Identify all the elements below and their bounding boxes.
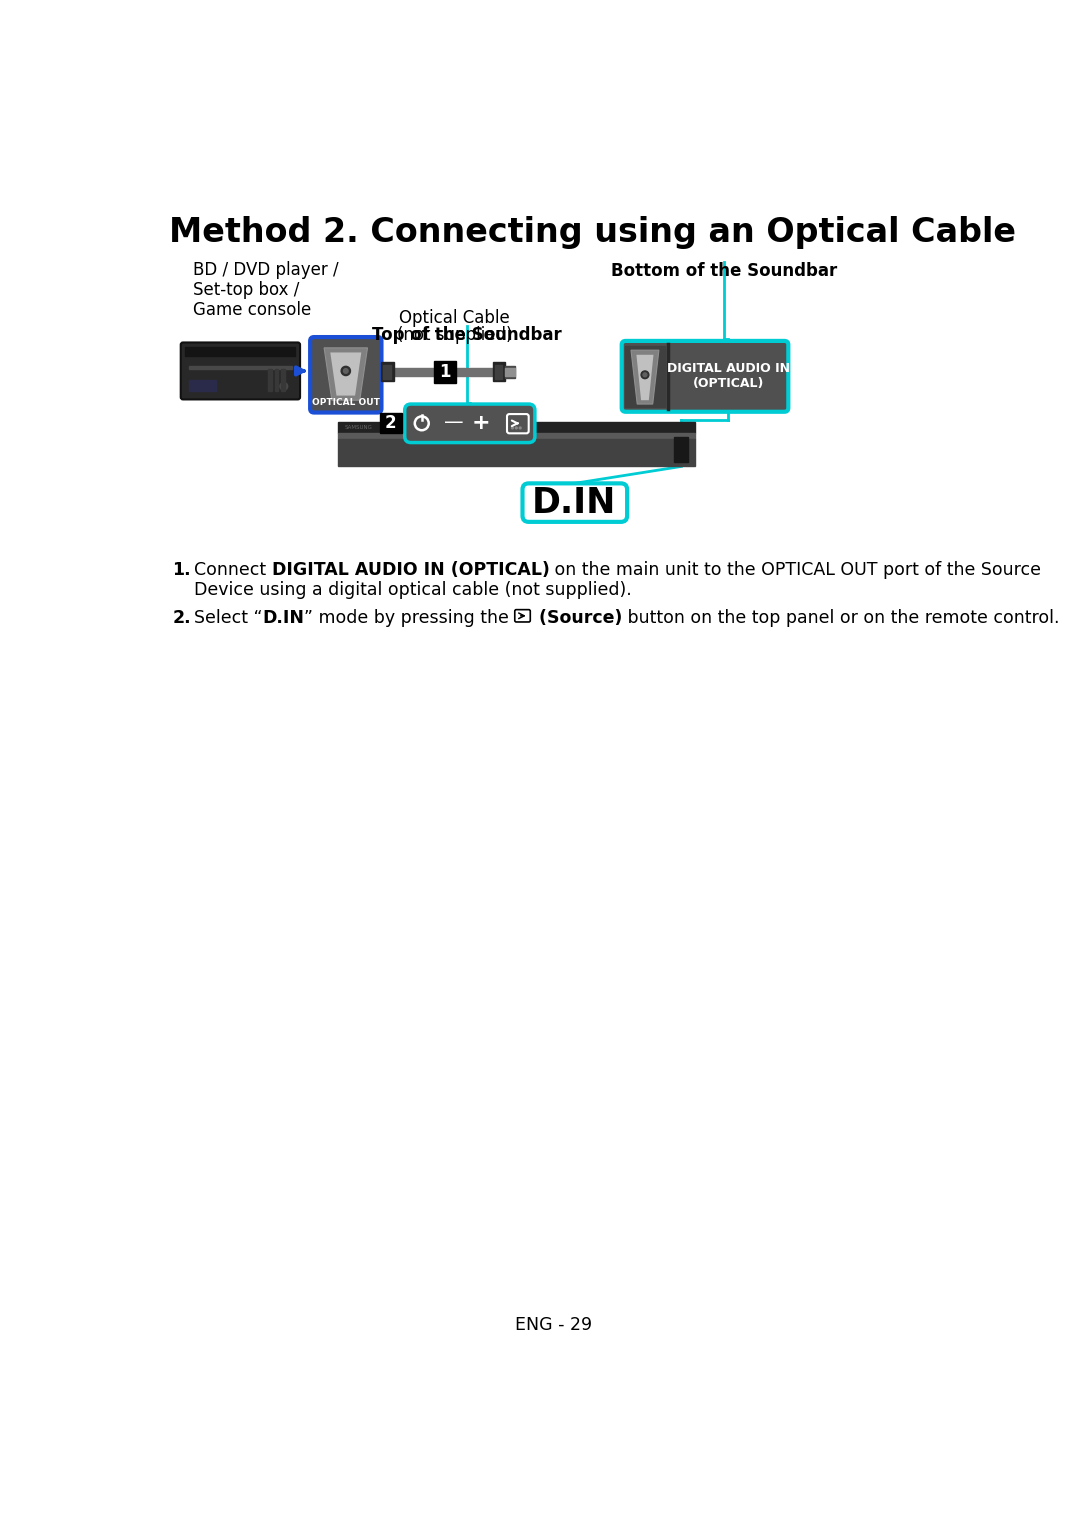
Text: —: — — [444, 414, 463, 432]
Text: Top of the Soundbar: Top of the Soundbar — [372, 325, 562, 343]
Text: (not supplied): (not supplied) — [396, 325, 512, 343]
Polygon shape — [636, 355, 653, 400]
Text: Device using a digital optical cable (not supplied).: Device using a digital optical cable (no… — [194, 581, 632, 599]
Text: Bottom of the Soundbar: Bottom of the Soundbar — [611, 262, 837, 280]
Text: on the main unit to the OPTICAL OUT port of the Source: on the main unit to the OPTICAL OUT port… — [550, 561, 1041, 579]
Text: 2.: 2. — [172, 608, 191, 627]
FancyBboxPatch shape — [180, 343, 300, 400]
Bar — [281, 369, 284, 391]
Text: DIGITAL AUDIO IN
(OPTICAL): DIGITAL AUDIO IN (OPTICAL) — [667, 363, 791, 391]
FancyBboxPatch shape — [310, 337, 381, 412]
Bar — [186, 348, 296, 355]
Text: D.IN: D.IN — [262, 608, 305, 627]
Text: DIGITAL AUDIO IN (OPTICAL): DIGITAL AUDIO IN (OPTICAL) — [271, 561, 550, 579]
Text: Select “: Select “ — [194, 608, 262, 627]
Circle shape — [515, 427, 517, 429]
Circle shape — [343, 369, 348, 374]
Bar — [380, 414, 402, 434]
Circle shape — [512, 427, 513, 429]
Circle shape — [341, 366, 350, 375]
Bar — [495, 365, 502, 378]
Text: button on the top panel or on the remote control.: button on the top panel or on the remote… — [622, 608, 1059, 627]
Bar — [338, 438, 694, 466]
Bar — [383, 365, 391, 378]
Bar — [274, 369, 279, 391]
Text: Optical Cable: Optical Cable — [399, 308, 510, 326]
FancyBboxPatch shape — [622, 342, 788, 412]
Text: ENG - 29: ENG - 29 — [515, 1316, 592, 1334]
Bar — [434, 362, 456, 383]
Bar — [505, 366, 515, 378]
Polygon shape — [330, 352, 362, 395]
Bar — [456, 368, 494, 375]
Bar — [625, 346, 665, 408]
Bar — [494, 363, 505, 381]
Text: Game console: Game console — [193, 300, 311, 319]
Bar — [505, 368, 515, 375]
Text: ” mode by pressing the: ” mode by pressing the — [305, 608, 515, 627]
Circle shape — [642, 371, 649, 378]
Text: Set-top box /: Set-top box / — [193, 280, 299, 299]
Bar — [189, 380, 216, 391]
Text: (Source): (Source) — [532, 608, 622, 627]
Bar — [189, 366, 292, 369]
Bar — [268, 369, 272, 391]
FancyBboxPatch shape — [405, 404, 535, 443]
Text: 1.: 1. — [172, 561, 191, 579]
Bar — [394, 368, 434, 375]
Polygon shape — [631, 351, 659, 404]
Text: Method 2. Connecting using an Optical Cable: Method 2. Connecting using an Optical Ca… — [170, 216, 1016, 250]
Circle shape — [643, 372, 647, 377]
Bar — [381, 363, 394, 381]
Text: SAMSUNG: SAMSUNG — [345, 424, 373, 429]
Bar — [338, 421, 694, 432]
Text: D.IN: D.IN — [532, 486, 617, 519]
Text: 2: 2 — [384, 414, 396, 432]
Text: Connect: Connect — [194, 561, 271, 579]
FancyBboxPatch shape — [523, 484, 627, 522]
Text: OPTICAL OUT: OPTICAL OUT — [312, 398, 380, 408]
Circle shape — [280, 383, 287, 391]
Text: BD / DVD player /: BD / DVD player / — [193, 260, 339, 279]
Text: 1: 1 — [440, 363, 450, 381]
Circle shape — [519, 427, 522, 429]
Bar — [674, 437, 688, 461]
Polygon shape — [324, 348, 367, 400]
Text: +: + — [471, 414, 490, 434]
Bar — [338, 432, 694, 438]
